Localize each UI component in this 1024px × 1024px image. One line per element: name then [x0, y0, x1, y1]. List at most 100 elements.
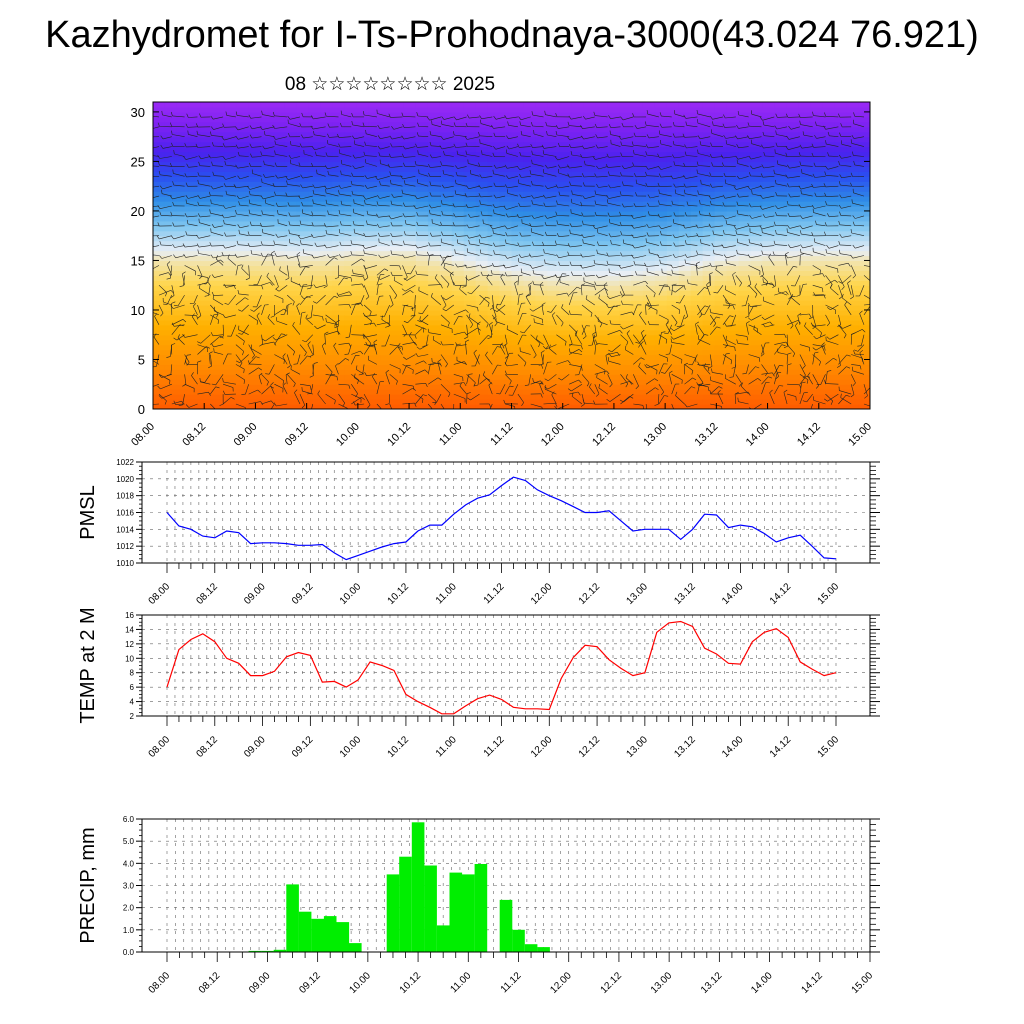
wind-barb: [197, 134, 211, 137]
section-cell: [846, 314, 859, 321]
section-cell: [774, 205, 787, 212]
section-cell: [475, 225, 489, 232]
section-cell: [212, 324, 226, 331]
section-cell: [212, 186, 226, 192]
section-cell: [846, 225, 859, 232]
section-cell: [356, 374, 369, 380]
section-cell: [774, 220, 787, 227]
section-cell: [236, 146, 250, 153]
wind-barb: [404, 126, 416, 128]
section-cell: [511, 309, 525, 316]
section-cell: [451, 344, 465, 351]
wind-barb-flag: [215, 386, 220, 389]
wind-barb: [156, 354, 160, 367]
section-cell: [523, 102, 536, 108]
section-cell: [571, 210, 584, 217]
section-cell: [368, 126, 381, 133]
section-cell: [439, 156, 453, 163]
section-cell: [368, 191, 381, 197]
section-cell: [236, 324, 250, 331]
section-cell: [200, 314, 214, 321]
wind-barb-flag: [350, 277, 352, 282]
section-cell: [320, 290, 333, 296]
wind-barb: [367, 214, 377, 217]
section-cell: [368, 111, 381, 118]
section-cell: [236, 349, 250, 356]
section-cell: [858, 126, 870, 133]
wind-barb: [316, 155, 326, 157]
section-cell: [176, 359, 190, 366]
section-cell: [678, 250, 692, 257]
section-cell: [607, 131, 620, 138]
wind-barb: [380, 136, 390, 139]
section-cell: [547, 404, 560, 409]
section-cell: [356, 364, 369, 370]
section-cell: [248, 305, 262, 311]
section-cell: [463, 111, 477, 118]
section-cell: [642, 102, 656, 108]
section-cell: [595, 225, 608, 232]
section-cell: [523, 369, 536, 375]
section-cell: [690, 191, 704, 197]
section-cell: [164, 295, 178, 301]
section-cell: [810, 334, 823, 341]
section-cell: [308, 374, 321, 380]
wind-barb: [270, 403, 275, 409]
section-cell: [153, 364, 166, 370]
wind-barb-flag: [323, 285, 328, 289]
section-cell: [415, 186, 429, 192]
section-cell: [858, 295, 870, 301]
section-cell: [427, 374, 441, 380]
section-cell: [559, 275, 572, 281]
section-cell: [678, 121, 692, 128]
section-cell: [750, 240, 764, 247]
section-cell: [619, 324, 632, 331]
section-cell: [499, 285, 513, 291]
section-cell: [619, 384, 632, 390]
wind-barb-flag: [362, 245, 366, 249]
section-cell: [153, 389, 166, 395]
section-cell: [308, 270, 321, 276]
section-cell: [654, 235, 668, 242]
section-cell: [427, 225, 441, 232]
section-cell: [571, 215, 584, 222]
section-cell: [547, 161, 560, 167]
section-cell: [368, 240, 381, 247]
section-cell: [487, 205, 501, 212]
section-cell: [774, 131, 787, 138]
section-cell: [200, 141, 214, 148]
wind-barb: [363, 285, 370, 297]
section-cell: [810, 230, 823, 237]
wind-barb-flag: [281, 333, 286, 335]
section-cell: [547, 324, 560, 331]
section-cell: [810, 245, 823, 252]
section-cell: [511, 116, 525, 123]
section-cell: [786, 240, 799, 247]
section-cell: [332, 389, 345, 395]
section-cell: [403, 270, 417, 276]
wind-barb-flag: [312, 189, 315, 194]
section-cell: [260, 176, 274, 182]
section-cell: [726, 314, 740, 321]
wind-barb-flag: [338, 184, 342, 189]
section-cell: [822, 131, 835, 138]
section-cell: [272, 151, 286, 158]
wind-barb: [253, 304, 262, 312]
section-cell: [511, 196, 525, 202]
section-cell: [260, 324, 274, 331]
section-cell: [678, 329, 692, 336]
section-cell: [224, 171, 238, 177]
wind-barb: [380, 255, 390, 259]
section-cell: [499, 389, 513, 395]
section-cell: [164, 354, 178, 361]
section-cell: [188, 250, 202, 257]
wind-barb: [325, 192, 339, 197]
section-cell: [463, 280, 477, 286]
wind-barb: [373, 342, 378, 355]
section-cell: [810, 121, 823, 128]
wind-barb-flag: [348, 304, 352, 309]
section-cell: [164, 191, 178, 197]
wind-barb-flag: [243, 341, 245, 345]
wind-barb: [349, 324, 352, 337]
section-cell: [212, 394, 226, 400]
